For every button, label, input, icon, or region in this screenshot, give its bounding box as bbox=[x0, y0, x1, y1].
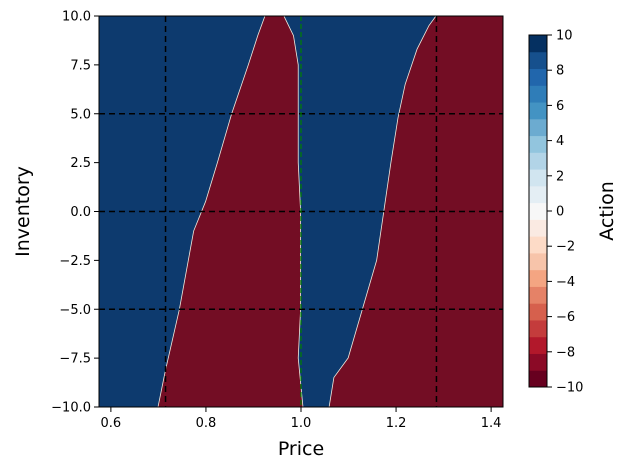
x-tick-label: 1.0 bbox=[291, 416, 312, 431]
colorbar-label: Action bbox=[596, 181, 618, 241]
colorbar-segment bbox=[529, 85, 547, 103]
y-tick-label: 2.5 bbox=[70, 156, 91, 171]
colorbar-tick-label: −2 bbox=[556, 240, 575, 255]
x-axis: 0.6 0.8 1.0 1.2 1.4 bbox=[101, 407, 502, 431]
x-tick-label: 0.6 bbox=[101, 416, 122, 431]
x-tick-label: 0.8 bbox=[196, 416, 217, 431]
colorbar-segment bbox=[529, 336, 547, 354]
y-tick-label: −7.5 bbox=[59, 352, 91, 367]
colorbar-tick-label: 0 bbox=[556, 205, 564, 220]
y-tick-label: 0.0 bbox=[70, 205, 91, 220]
colorbar-segment bbox=[529, 219, 547, 237]
colorbar-segment bbox=[529, 135, 547, 153]
plot-area bbox=[98, 15, 504, 408]
colorbar-tick-label: 4 bbox=[556, 134, 564, 149]
y-tick-label: −10.0 bbox=[51, 401, 91, 416]
colorbar-tick-label: 2 bbox=[556, 169, 564, 184]
colorbar-segment bbox=[529, 35, 547, 53]
colorbar-tick-label: −6 bbox=[556, 310, 575, 325]
colorbar-segment bbox=[529, 102, 547, 120]
y-tick-label: −2.5 bbox=[59, 254, 91, 269]
colorbar: 10 8 6 4 2 0 −2 −4 −6 −8 −10 bbox=[528, 29, 583, 396]
colorbar-tick-label: 6 bbox=[556, 99, 564, 114]
colorbar-segment bbox=[529, 269, 547, 287]
colorbar-segment bbox=[529, 319, 547, 338]
y-axis: 10.0 7.5 5.0 2.5 0.0 −2.5 −5.0 −7.5 −10.0 bbox=[51, 10, 99, 416]
y-tick-label: 10.0 bbox=[62, 10, 91, 25]
y-tick-label: −5.0 bbox=[59, 303, 91, 318]
x-tick-label: 1.4 bbox=[481, 416, 502, 431]
colorbar-segment bbox=[529, 169, 547, 187]
colorbar-segment bbox=[529, 353, 547, 371]
colorbar-tick-label: −10 bbox=[556, 381, 583, 396]
y-axis-label: Inventory bbox=[12, 166, 34, 257]
colorbar-tick-label: −8 bbox=[556, 345, 575, 360]
colorbar-segment bbox=[529, 68, 547, 86]
colorbar-segment bbox=[529, 370, 547, 388]
colorbar-segment bbox=[529, 185, 547, 204]
colorbar-segment bbox=[529, 236, 547, 254]
colorbar-tick-label: 8 bbox=[556, 64, 564, 79]
colorbar-segment bbox=[529, 152, 547, 170]
x-axis-label: Price bbox=[278, 438, 324, 460]
colorbar-segment bbox=[529, 303, 547, 321]
colorbar-tick-label: −4 bbox=[556, 275, 575, 290]
colorbar-segment bbox=[529, 286, 547, 304]
colorbar-segment bbox=[529, 51, 547, 70]
y-tick-label: 7.5 bbox=[70, 58, 91, 73]
y-tick-label: 5.0 bbox=[70, 107, 91, 122]
colorbar-segment bbox=[529, 202, 547, 220]
x-tick-label: 1.2 bbox=[386, 416, 407, 431]
colorbar-segment bbox=[529, 118, 547, 137]
colorbar-segment bbox=[529, 252, 547, 271]
colorbar-tick-label: 10 bbox=[556, 29, 573, 44]
